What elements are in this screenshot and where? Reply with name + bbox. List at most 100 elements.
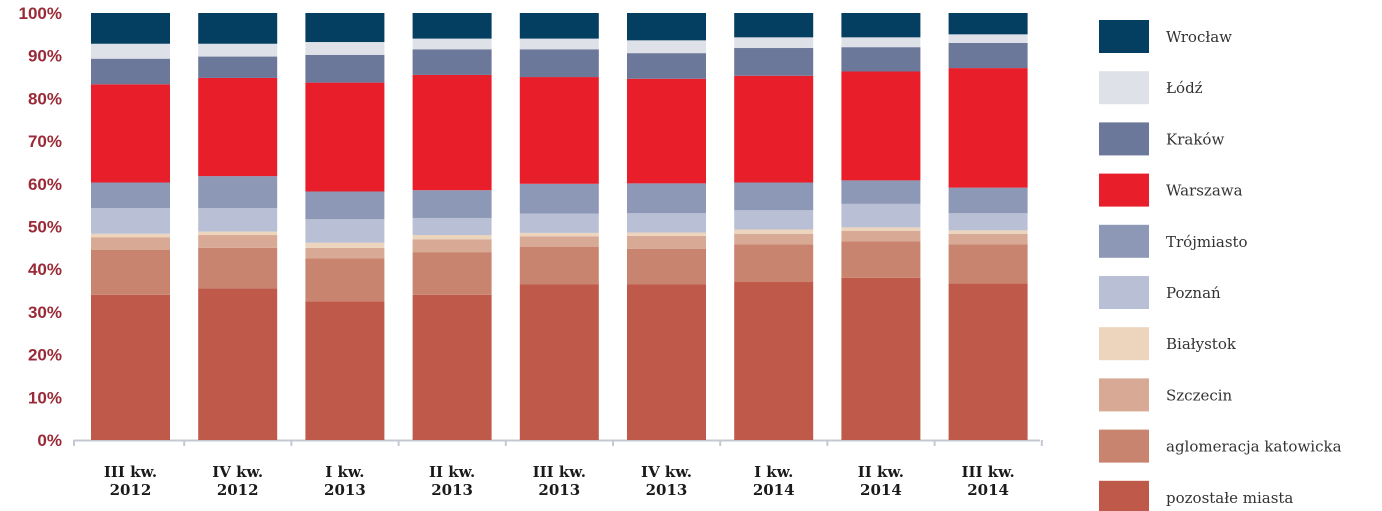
bar-segment	[627, 13, 706, 41]
bar-segment	[627, 40, 706, 54]
legend-label: Szczecin	[1166, 386, 1233, 404]
bar-segment	[734, 37, 814, 49]
bar-segment	[198, 77, 278, 177]
bar-segment	[412, 74, 492, 191]
legend-label: pozostałe miasta	[1166, 489, 1293, 507]
legend-label: Białystok	[1166, 335, 1237, 353]
bar-segment	[627, 53, 706, 79]
bar-segment	[91, 249, 170, 295]
bar-segment	[305, 242, 385, 248]
bar-segment	[412, 294, 492, 440]
bar-segment	[519, 38, 599, 50]
legend-swatch	[1099, 327, 1149, 361]
bar-segment	[627, 284, 706, 440]
x-tick-label: 2012	[217, 481, 259, 499]
y-tick-label: 80%	[28, 89, 62, 108]
x-tick-label: I kw.	[325, 463, 364, 481]
bar-segment	[627, 232, 706, 236]
x-tick-label: 2013	[538, 481, 580, 499]
legend-label: Wrocław	[1166, 28, 1232, 46]
bar-segment	[91, 84, 170, 183]
y-tick-label: 0%	[37, 431, 62, 450]
x-tick-label: II kw.	[858, 463, 904, 481]
bar-segment	[841, 13, 921, 38]
legend-swatch	[1099, 20, 1149, 53]
legend-swatch	[1099, 276, 1149, 309]
bar-segment	[627, 213, 706, 233]
x-tick-label: III kw.	[533, 463, 586, 481]
bar-segment	[305, 54, 385, 83]
bar-segment	[412, 13, 492, 39]
legend-swatch	[1099, 71, 1149, 105]
bar-segment	[948, 244, 1028, 284]
legend: Wrocław Łódź Kraków Warszawa Trójmiasto Pozna…	[1099, 20, 1342, 511]
legend-swatch	[1099, 224, 1149, 258]
bar-segment	[948, 42, 1028, 69]
y-tick-label: 40%	[28, 260, 62, 279]
bar-segment	[519, 77, 599, 184]
bar-segment	[519, 13, 599, 39]
bar-segment	[519, 246, 599, 285]
x-tick-label: IV kw.	[641, 463, 692, 481]
legend-swatch	[1099, 122, 1149, 156]
bar-segment	[412, 252, 492, 295]
bar-segment	[841, 277, 921, 440]
bar-segment	[948, 233, 1028, 245]
y-tick-label: 90%	[28, 47, 62, 66]
bar-segment	[198, 235, 278, 248]
bar-segment	[734, 229, 814, 234]
bar-segment	[412, 49, 492, 75]
bar-segment	[519, 232, 599, 237]
bar-segment	[305, 13, 385, 43]
bar-segment	[948, 187, 1028, 214]
bar-segment	[305, 258, 385, 302]
bar-segment	[305, 301, 385, 440]
bar-segment	[734, 182, 814, 211]
x-tick-label: 2014	[967, 481, 1009, 499]
bar-segment	[734, 244, 814, 283]
legend-label: Warszawa	[1166, 182, 1243, 200]
bar-segment	[91, 182, 170, 209]
bar-segment	[412, 217, 492, 236]
legend-swatch	[1099, 429, 1149, 463]
bar-segment	[412, 190, 492, 218]
bar-segment	[91, 13, 170, 44]
bar-segment	[519, 213, 599, 233]
bar-segment	[91, 233, 170, 238]
bar-segment	[627, 248, 706, 285]
bar-segment	[841, 180, 921, 204]
x-tick-label: 2012	[110, 481, 152, 499]
x-tick-label: III kw.	[961, 463, 1014, 481]
bar-segment	[91, 208, 170, 234]
legend-swatch	[1099, 378, 1149, 412]
x-tick-label: 2013	[646, 481, 688, 499]
bar-segment	[841, 37, 921, 48]
x-tick-label: 2013	[431, 481, 473, 499]
y-tick-label: 50%	[28, 218, 62, 237]
bar-segment	[948, 34, 1028, 43]
bar-segment	[734, 210, 814, 230]
y-tick-label: 70%	[28, 132, 62, 151]
x-tick-label: II kw.	[429, 463, 475, 481]
legend-label: Trójmiasto	[1166, 233, 1248, 251]
x-tick-label: I kw.	[754, 463, 793, 481]
bar-segment	[734, 13, 814, 38]
bar-segment	[412, 235, 492, 240]
bar-segment	[734, 75, 814, 183]
bar-segment	[734, 233, 814, 245]
bar-segment	[412, 38, 492, 50]
bar-segment	[948, 68, 1028, 188]
x-tick-label: 2013	[324, 481, 366, 499]
bar-segment	[519, 183, 599, 214]
axes: 0% 10% 20% 30% 40% 50% 60% 70% 80% 90% 100%	[19, 4, 1043, 450]
bar-segment	[305, 42, 385, 55]
bar-segment	[841, 71, 921, 181]
bar-segment	[627, 235, 706, 249]
x-tick-label: 2014	[860, 481, 902, 499]
bar-segment	[841, 227, 921, 231]
bar-segment	[198, 231, 278, 236]
bar-segment	[305, 191, 385, 220]
bar-segment	[948, 13, 1028, 35]
bar-segment	[519, 236, 599, 247]
